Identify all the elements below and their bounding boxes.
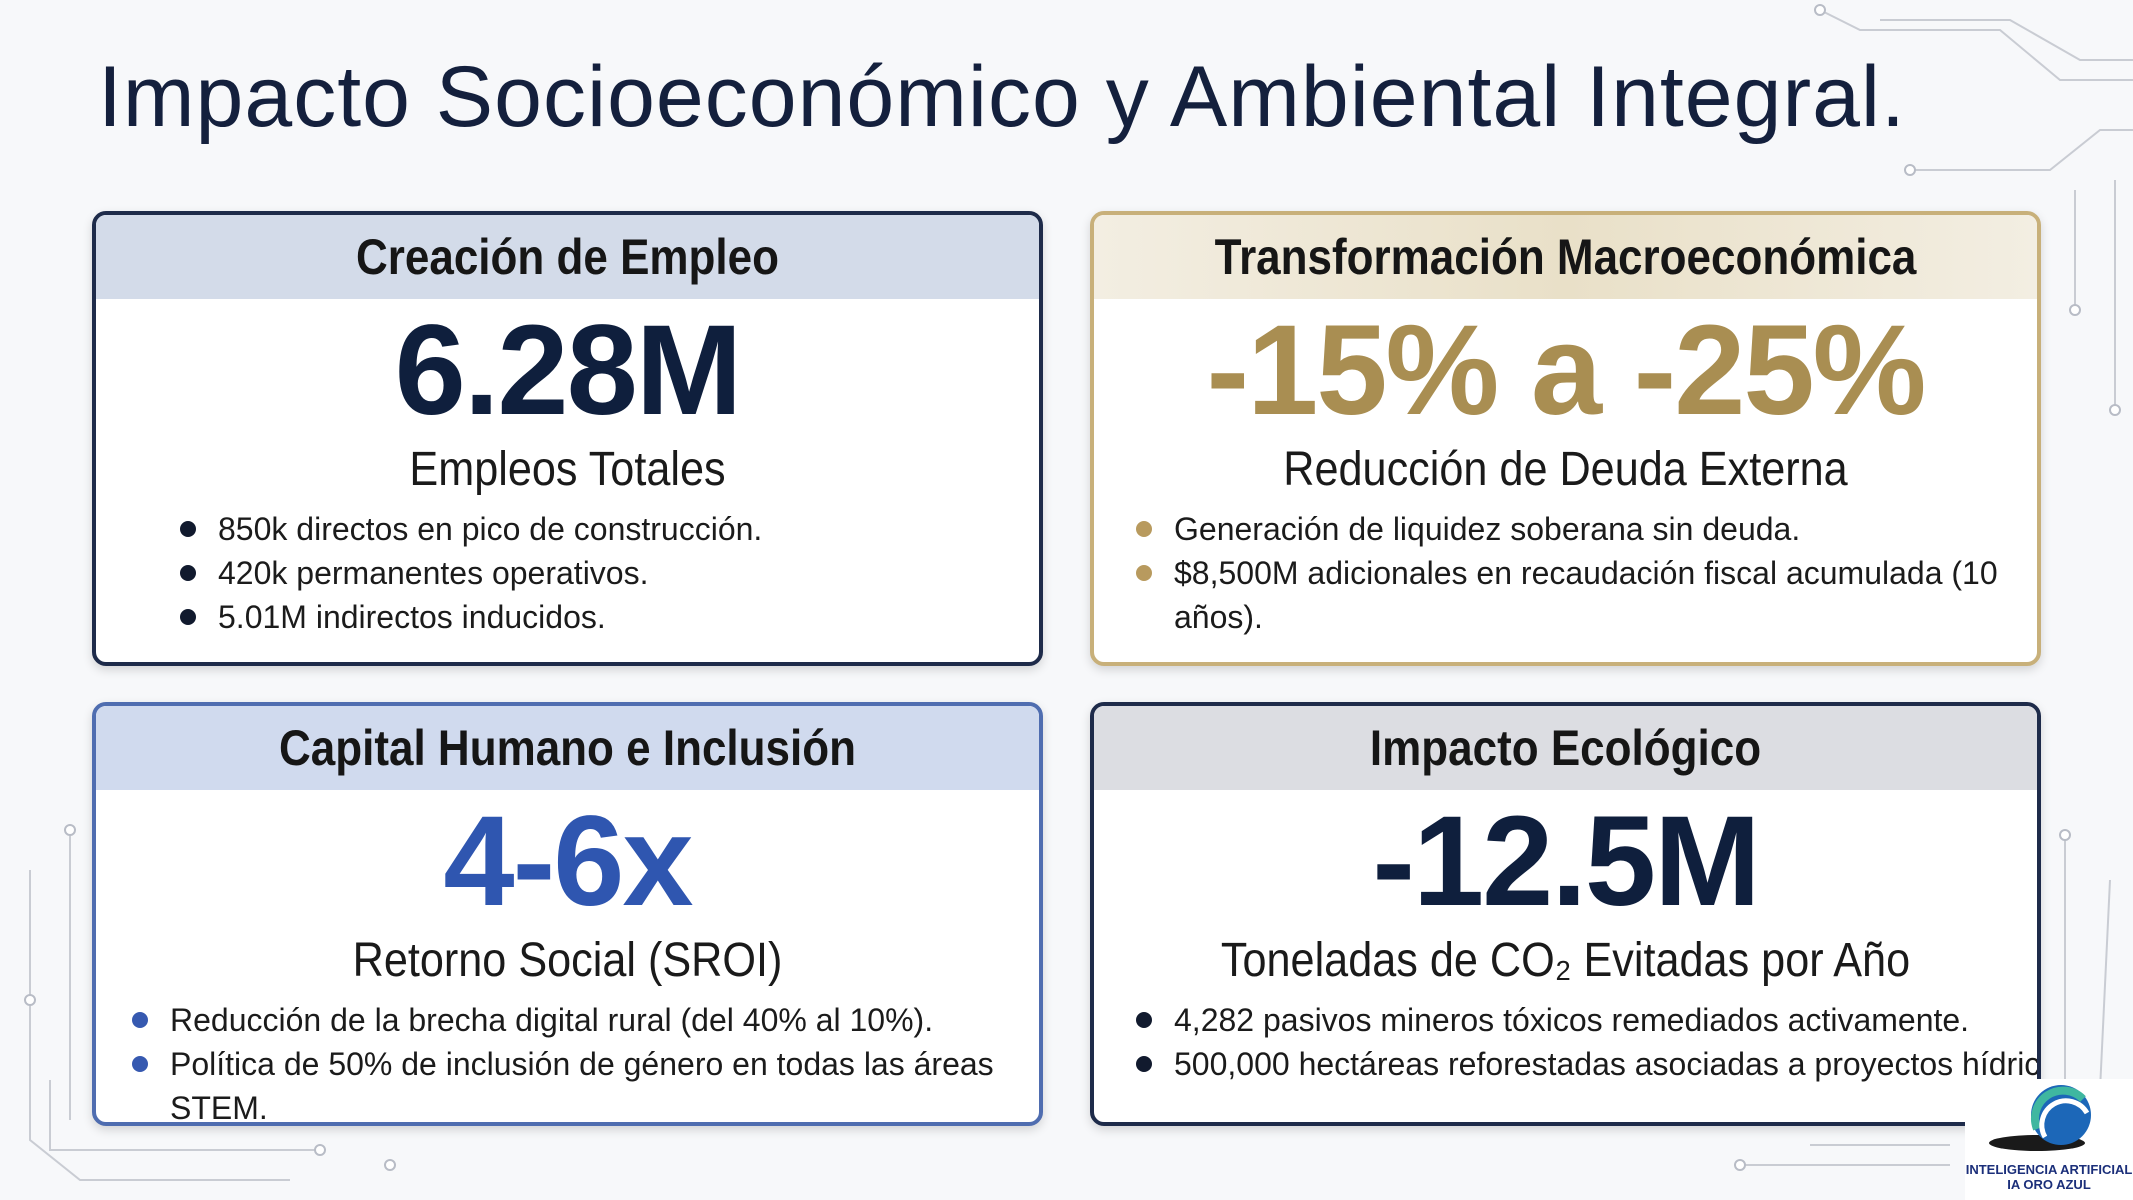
card-header-text: Creación de Empleo <box>355 229 780 285</box>
metric: -12.5M <box>1372 790 1760 933</box>
bullet: $8,500M adicionales en recaudación fisca… <box>1136 551 2017 639</box>
metric: 4-6x <box>443 790 693 933</box>
bullet: 4,282 pasivos mineros tóxicos remediados… <box>1136 998 2017 1042</box>
bullet: Reducción de la brecha digital rural (de… <box>132 998 1019 1042</box>
card-header-text: Transformación Macroeconómica <box>1214 229 1917 285</box>
logo: INTELIGENCIA ARTIFICIAL IA ORO AZUL <box>1965 1079 2133 1200</box>
metric: 6.28M <box>394 299 743 442</box>
logo-icon <box>1989 1085 2091 1151</box>
bullet: 850k directos en pico de construcción. <box>180 507 1019 551</box>
card: Impacto Ecológico -12.5M Toneladas de CO₂ … <box>1090 702 2041 1126</box>
card-header: Transformación Macroeconómica <box>1094 215 2037 299</box>
metric-label: Reducción de Deuda Externa <box>1283 443 1848 496</box>
bullet-list: Generación de liquidez soberana sin deud… <box>1094 507 2037 639</box>
metric-label: Empleos Totales <box>409 443 726 496</box>
card-header: Impacto Ecológico <box>1094 706 2037 790</box>
bullet: Generación de liquidez soberana sin deud… <box>1136 507 2017 551</box>
bullet-list: Reducción de la brecha digital rural (de… <box>96 998 1039 1122</box>
metric: -15% a -25% <box>1206 299 1927 442</box>
card-header-text: Impacto Ecológico <box>1369 720 1762 776</box>
bullet: Política de 50% de inclusión de género e… <box>132 1042 1019 1122</box>
bullet-list: 850k directos en pico de construcción. 42… <box>96 507 1039 639</box>
bullet-list: 4,282 pasivos mineros tóxicos remediados… <box>1094 998 2037 1086</box>
bullet: 420k permanentes operativos. <box>180 551 1019 595</box>
title: Impacto Socioeconómico y Ambiental Integ… <box>98 49 1906 145</box>
card: Capital Humano e Inclusión 4-6x Retorno So… <box>92 702 1043 1126</box>
bullet: 5.01M indirectos inducidos. <box>180 595 1019 639</box>
card-header: Creación de Empleo <box>96 215 1039 299</box>
card-header-text: Capital Humano e Inclusión <box>279 720 856 776</box>
card: Transformación Macroeconómica -15% a -25%… <box>1090 211 2041 666</box>
card-header: Capital Humano e Inclusión <box>96 706 1039 790</box>
metric-label: Retorno Social (SROI) <box>352 934 783 987</box>
bullet: 500,000 hectáreas reforestadas asociadas… <box>1136 1042 2037 1086</box>
logo-line: IA ORO AZUL <box>2007 1177 2091 1192</box>
logo-line: INTELIGENCIA ARTIFICIAL <box>1965 1162 2133 1177</box>
metric-label: Toneladas de CO₂ Evitadas por Año <box>1220 934 1911 987</box>
card: Creación de Empleo 6.28M Empleos Totales 85… <box>92 211 1043 666</box>
